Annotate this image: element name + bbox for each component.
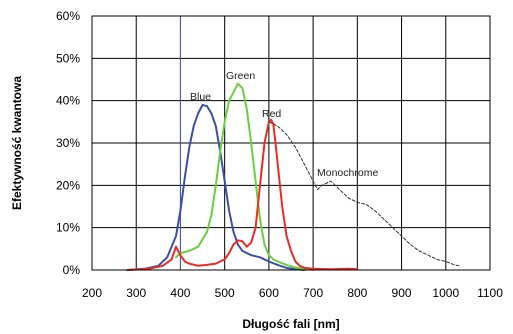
x-tick-label: 300	[126, 286, 146, 300]
x-tick-label: 400	[170, 286, 190, 300]
series-label-green: Green	[226, 70, 255, 82]
y-tick-labels: 0% 10% 20% 30% 40% 50% 60%	[56, 9, 80, 277]
x-tick-label: 600	[259, 286, 279, 300]
series-label-monochrome: Monochrome	[317, 167, 378, 179]
y-tick-label: 10%	[56, 221, 80, 235]
y-tick-label: 0%	[63, 263, 81, 277]
x-tick-label: 900	[392, 286, 412, 300]
series-line-monochrome	[268, 121, 460, 267]
x-axis-title: Długość fali [nm]	[242, 317, 339, 331]
series-label-red: Red	[262, 108, 281, 120]
x-tick-label: 200	[82, 286, 102, 300]
x-tick-label: 500	[215, 286, 235, 300]
y-tick-label: 30%	[56, 136, 80, 150]
plot-frame	[91, 15, 491, 271]
x-tick-label: 800	[347, 286, 367, 300]
series-lines	[126, 82, 460, 271]
series-labels: Blue Green Red Monochrome	[190, 70, 378, 179]
y-axis-title: Efektywność kwantowa	[10, 76, 24, 210]
x-tick-label: 1000	[432, 286, 459, 300]
y-tick-label: 60%	[56, 9, 80, 23]
series-line-blue	[126, 103, 306, 271]
series-line-green	[175, 82, 315, 271]
x-tick-labels: 200 300 400 500 600 700 800 900 1000 1100	[82, 286, 503, 300]
series-label-blue: Blue	[190, 91, 211, 103]
y-tick-label: 50%	[56, 51, 80, 65]
series-line-red	[126, 118, 359, 271]
y-tick-label: 40%	[56, 94, 80, 108]
x-tick-label: 700	[303, 286, 323, 300]
y-tick-label: 20%	[56, 178, 80, 192]
x-tick-label: 1100	[477, 286, 503, 300]
